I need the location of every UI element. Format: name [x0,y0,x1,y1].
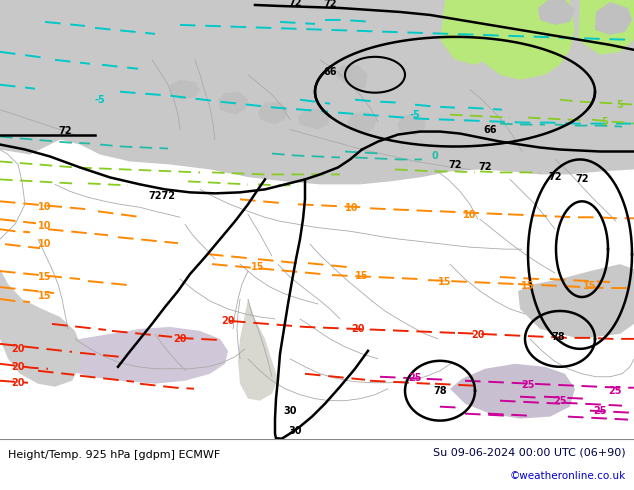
Polygon shape [538,0,575,25]
Text: 25: 25 [408,373,422,383]
Text: 20: 20 [221,316,235,326]
Polygon shape [440,0,495,65]
Text: Su 09-06-2024 00:00 UTC (06+90): Su 09-06-2024 00:00 UTC (06+90) [434,447,626,458]
Text: 20: 20 [471,330,485,340]
Text: 72: 72 [575,174,589,184]
Text: 72: 72 [448,160,462,171]
Polygon shape [480,0,575,80]
Text: ©weatheronline.co.uk: ©weatheronline.co.uk [510,471,626,481]
Polygon shape [170,80,200,99]
Text: 20: 20 [11,362,25,372]
Polygon shape [335,65,368,90]
Polygon shape [397,114,426,136]
Text: 15: 15 [38,291,52,301]
Text: 0: 0 [432,151,438,162]
Text: 66: 66 [483,124,497,135]
Text: 15: 15 [521,281,534,291]
Text: 15: 15 [251,262,265,272]
Text: 20: 20 [173,334,187,344]
Polygon shape [0,0,634,184]
Text: -5: -5 [94,95,105,105]
Polygon shape [450,364,575,418]
Text: 72: 72 [288,0,302,8]
Polygon shape [0,269,82,387]
Text: 72: 72 [58,125,72,136]
Text: 15: 15 [583,281,597,291]
Text: -5: -5 [410,110,420,120]
Polygon shape [595,2,632,35]
Text: 30: 30 [288,426,302,436]
Polygon shape [258,101,288,124]
Text: 15: 15 [438,277,452,287]
Text: 10: 10 [463,210,477,221]
Text: 5: 5 [617,99,623,110]
Text: Height/Temp. 925 hPa [gdpm] ECMWF: Height/Temp. 925 hPa [gdpm] ECMWF [8,450,220,460]
Polygon shape [218,92,248,115]
Text: 72: 72 [323,0,337,9]
Text: 10: 10 [38,202,52,212]
Text: 15: 15 [38,272,52,282]
Text: 25: 25 [608,386,622,396]
Text: 66: 66 [323,67,337,77]
Text: 10: 10 [346,203,359,213]
Polygon shape [578,0,634,55]
Text: 78: 78 [433,386,447,396]
Polygon shape [347,112,376,134]
Text: 25: 25 [593,406,607,416]
Text: 78: 78 [551,332,565,342]
Text: 10: 10 [38,221,52,231]
Text: 20: 20 [351,324,365,334]
Text: 72: 72 [548,172,562,182]
Text: 5: 5 [602,117,609,126]
Polygon shape [518,264,634,339]
Text: 10: 10 [38,239,52,249]
Text: 30: 30 [283,406,297,416]
Text: 7272: 7272 [148,192,176,201]
Text: 15: 15 [355,271,369,281]
Text: 20: 20 [11,378,25,388]
Text: 72: 72 [478,163,492,172]
Text: 25: 25 [553,396,567,406]
Polygon shape [298,108,330,129]
Text: 25: 25 [521,380,534,390]
Text: 20: 20 [11,344,25,354]
Polygon shape [50,327,228,384]
Polygon shape [238,299,278,401]
